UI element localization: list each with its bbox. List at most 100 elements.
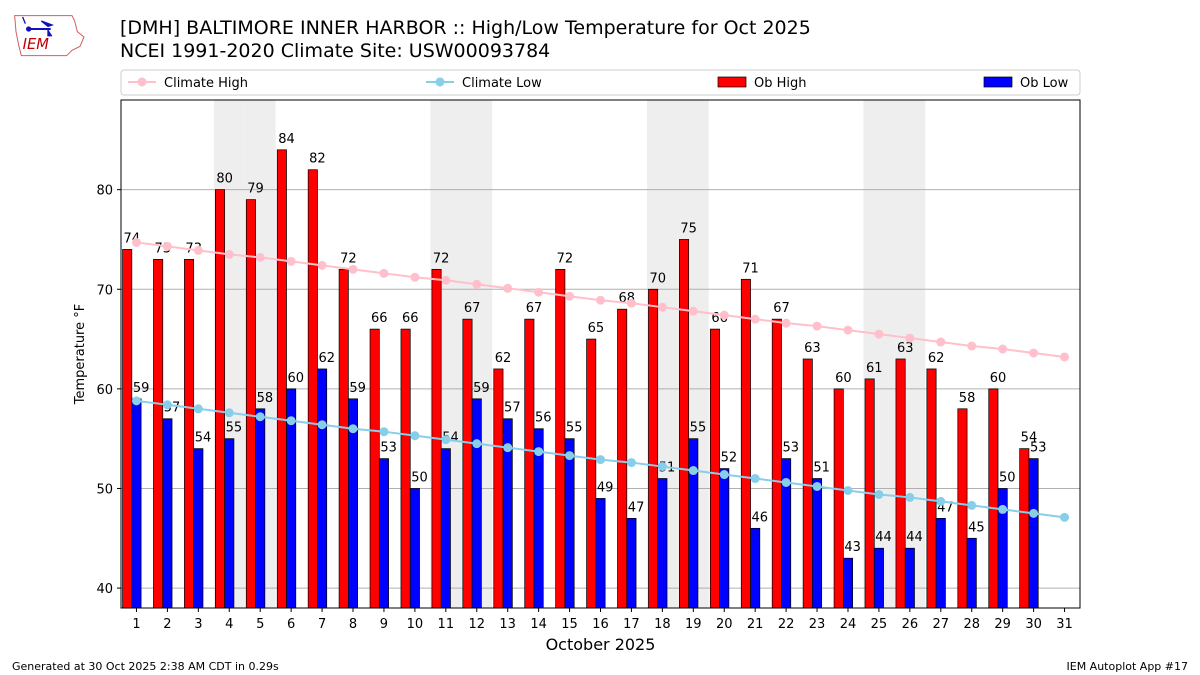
climate-low-point [688, 466, 698, 476]
ob-low-label: 57 [504, 401, 521, 416]
ob-high-label: 63 [804, 341, 821, 356]
y-tick-label: 70 [96, 283, 113, 298]
ob-high-label: 60 [835, 371, 852, 386]
x-tick-label: 28 [963, 617, 980, 632]
ob-low-bar [750, 527, 761, 609]
ob-low-label: 54 [195, 431, 212, 446]
ob-high-bar [586, 338, 597, 609]
climate-low-point [503, 443, 513, 453]
climate-low-point [967, 500, 977, 510]
y-axis-label: Temperature °F [73, 304, 88, 405]
ob-high-bar [617, 308, 628, 609]
ob-low-label: 55 [226, 421, 243, 436]
ob-low-bar [162, 418, 173, 609]
svg-text:IEM: IEM [23, 36, 50, 53]
x-tick-label: 13 [499, 617, 516, 632]
x-tick-label: 29 [994, 617, 1011, 632]
ob-low-label: 60 [288, 371, 305, 386]
ob-high-bar [338, 268, 349, 609]
ob-high-bar [153, 259, 164, 609]
climate-high-point [472, 279, 482, 289]
ob-low-label: 47 [628, 500, 645, 515]
ob-high-label: 67 [773, 301, 790, 316]
ob-low-bar [935, 518, 946, 609]
climate-low-point [193, 404, 203, 414]
x-tick-label: 8 [349, 617, 357, 632]
climate-low-point [162, 400, 172, 410]
ob-high-bar [988, 388, 999, 609]
x-tick-label: 9 [380, 617, 388, 632]
ob-high-label: 61 [866, 361, 883, 376]
climate-low-point [998, 504, 1008, 514]
x-tick-label: 16 [592, 617, 609, 632]
x-tick-label: 31 [1056, 617, 1073, 632]
ob-high-label: 80 [216, 172, 233, 187]
ob-low-label: 59 [473, 381, 490, 396]
x-tick-label: 30 [1025, 617, 1042, 632]
x-tick-label: 25 [871, 617, 888, 632]
x-tick-label: 22 [778, 617, 795, 632]
ob-low-bar [255, 408, 266, 609]
ob-high-label: 72 [433, 251, 450, 266]
ob-low-bar [317, 368, 328, 609]
climate-high-point [1060, 352, 1070, 362]
iem-logo: IEM [14, 15, 85, 57]
ob-high-label: 67 [526, 301, 543, 316]
climate-low-point [719, 470, 729, 480]
ob-low-label: 59 [133, 381, 150, 396]
ob-low-label: 59 [349, 381, 366, 396]
ob-high-label: 62 [928, 351, 945, 366]
x-tick-label: 2 [163, 617, 171, 632]
climate-high-point [750, 314, 760, 324]
climate-low-point [472, 439, 482, 449]
climate-low-point [874, 489, 884, 499]
y-tick-label: 60 [96, 383, 113, 398]
climate-low-point [565, 451, 575, 461]
ob-low-label: 45 [968, 520, 985, 535]
ob-low-bar [812, 478, 823, 609]
ob-low-label: 51 [813, 461, 830, 476]
ob-high-bar [740, 278, 751, 609]
y-tick-label: 80 [96, 184, 113, 199]
ob-high-label: 79 [247, 182, 264, 197]
climate-high-point [162, 241, 172, 251]
climate-high-point [874, 329, 884, 339]
x-tick-label: 23 [809, 617, 826, 632]
climate-high-point [596, 295, 605, 305]
ob-low-bar [595, 498, 606, 609]
climate-low-point [534, 447, 544, 457]
ob-low-label: 46 [752, 510, 769, 525]
chart-title: [DMH] BALTIMORE INNER HARBOR :: High/Low… [120, 17, 811, 39]
ob-high-label: 70 [649, 271, 666, 286]
climate-low-point [596, 455, 605, 465]
ob-high-label: 71 [742, 261, 759, 276]
ob-low-bar [719, 468, 730, 609]
climate-low-point [750, 474, 760, 484]
ob-high-label: 82 [309, 152, 326, 167]
ob-high-bar [245, 199, 256, 609]
ob-low-label: 55 [690, 421, 707, 436]
climate-high-point [719, 310, 729, 320]
ob-high-bar [122, 249, 133, 609]
footer-generated: Generated at 30 Oct 2025 2:38 AM CDT in … [12, 660, 279, 673]
ob-high-bar [493, 368, 504, 609]
ob-low-bar [409, 488, 420, 609]
ob-high-label: 58 [959, 391, 976, 406]
ob-low-bar [440, 448, 451, 609]
ob-high-label: 72 [340, 251, 357, 266]
ob-low-bar [1028, 458, 1039, 609]
y-tick-label: 50 [96, 482, 113, 497]
ob-low-label: 44 [875, 530, 892, 545]
x-tick-label: 26 [902, 617, 919, 632]
ob-high-label: 72 [557, 251, 574, 266]
ob-low-bar [688, 438, 699, 609]
climate-low-point [441, 435, 451, 445]
climate-low-point [410, 431, 420, 441]
climate-low-point [224, 408, 234, 418]
ob-high-bar [369, 328, 380, 609]
ob-high-bar [895, 358, 906, 609]
x-tick-label: 17 [623, 617, 640, 632]
climate-low-point [905, 492, 915, 502]
climate-high-point [379, 268, 389, 278]
